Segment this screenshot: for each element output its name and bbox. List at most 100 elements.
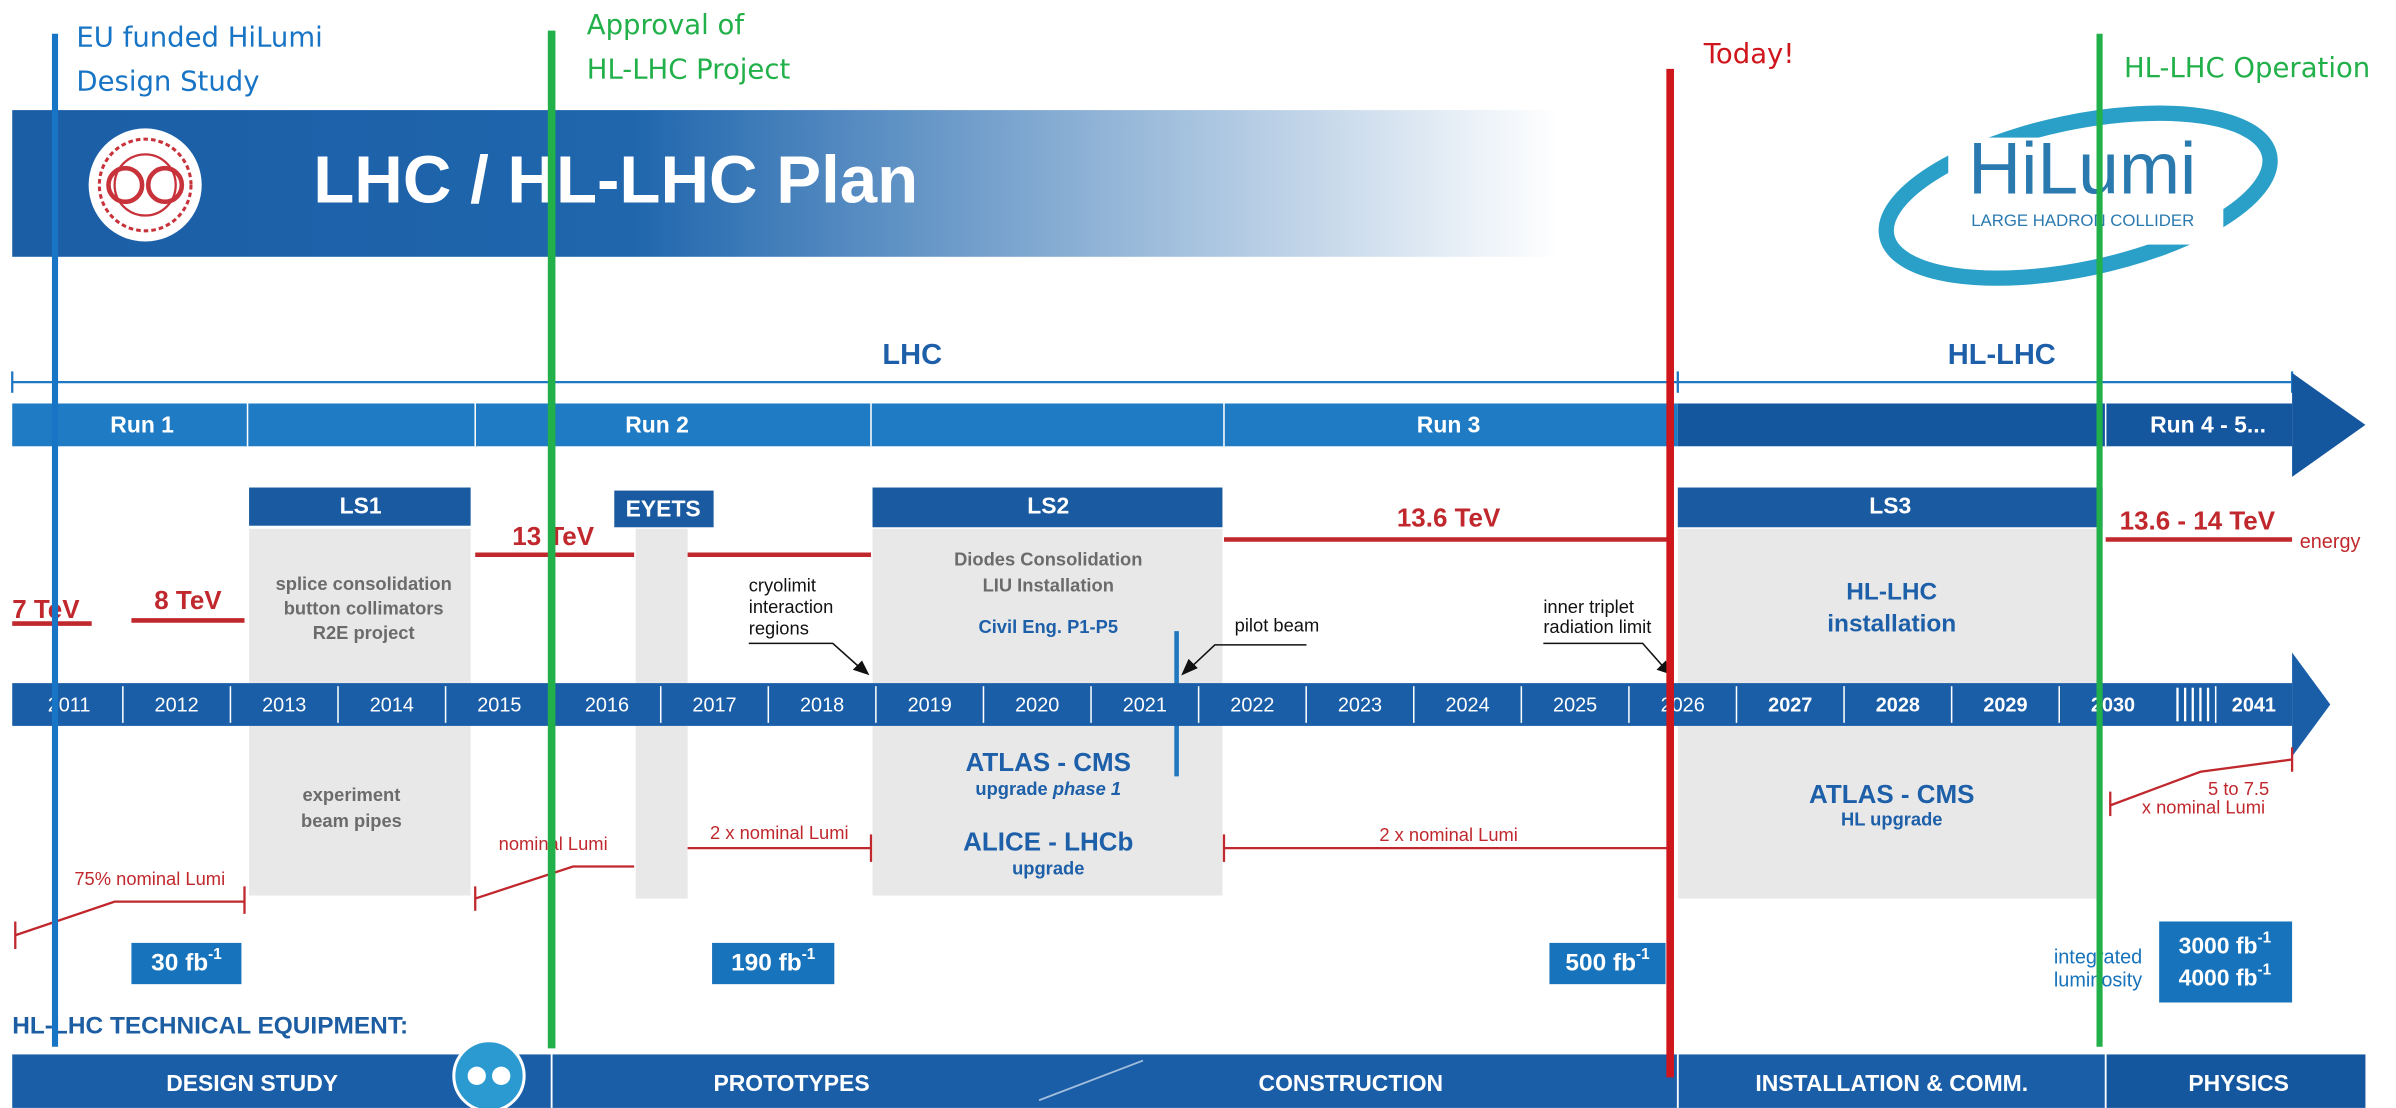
phase-dividers — [550, 1054, 2107, 1108]
header-band — [12, 110, 1559, 257]
energy: 13.6 TeV — [1397, 502, 1501, 532]
lumi: 2 x nominal Lumi — [1379, 824, 1518, 845]
shutdown-label: EYETS — [626, 495, 701, 521]
lumi: 2 x nominal Lumi — [710, 822, 849, 843]
ls3-text: ATLAS - CMS — [1809, 779, 1974, 809]
integrated-base: 3000 fb — [2179, 933, 2258, 959]
year-label: 2027 — [1768, 694, 1812, 716]
milestone-label: Today! — [1703, 38, 1795, 70]
phase: INSTALLATION & COMM. — [1755, 1070, 2028, 1096]
ls3-text: HL-LHC — [1846, 578, 1937, 605]
note: cryolimit — [749, 575, 816, 596]
note: inner triplet — [1543, 596, 1634, 617]
lumi: 75% nominal Lumi — [74, 868, 225, 889]
integrated-sup: -1 — [208, 946, 222, 963]
ls2-text: ATLAS - CMS — [966, 747, 1131, 777]
run-label: Run 1 — [110, 411, 174, 437]
era-line — [11, 371, 2294, 393]
year-label: 2015 — [477, 694, 521, 716]
year-label: 2028 — [1876, 694, 1920, 716]
integrated-base: 500 fb — [1565, 950, 1636, 977]
integrated-sup: -1 — [2258, 961, 2272, 978]
lumi-lines — [14, 747, 2294, 950]
ls1-text: beam pipes — [301, 810, 402, 831]
integrated: 500 fb-1 — [1565, 946, 1650, 977]
year-label: 2024 — [1445, 694, 1489, 716]
year-arrow — [2292, 652, 2331, 757]
milestone-label: HL-LHC Project — [587, 53, 791, 85]
run-label: Run 4 - 5... — [2150, 411, 2266, 437]
ls2-text: upgrade — [1012, 857, 1084, 878]
logo-sub: LARGE HADRON COLLIDER — [1971, 211, 2194, 230]
integrated-base: 30 fb — [151, 950, 208, 977]
milestone-label: HL-LHC Operation — [2124, 52, 2370, 84]
run-arrow — [2292, 372, 2366, 477]
year-label: 2017 — [692, 694, 736, 716]
integrated-sup: -1 — [802, 946, 816, 963]
integrated-base: 190 fb — [731, 950, 802, 977]
shutdown-label: LS3 — [1869, 492, 1911, 518]
ls1-text: R2E project — [313, 622, 415, 643]
cern-logo — [88, 128, 202, 242]
ls2-sub: upgrade — [975, 778, 1052, 799]
ls3-text: installation — [1827, 611, 1956, 638]
year-label: 2019 — [908, 694, 952, 716]
ls2-text: Civil Eng. P1-P5 — [978, 616, 1118, 637]
run-label: Run 2 — [625, 411, 689, 437]
logo-text: HiLumi — [1968, 128, 2196, 210]
milestone-label: Design Study — [76, 66, 259, 98]
year-label: 2011 — [48, 694, 91, 716]
energy-label: energy — [2300, 531, 2361, 553]
year-label: 2041 — [2232, 694, 2276, 716]
era-label: LHC — [882, 339, 942, 371]
hilumi-logo — [1878, 105, 2278, 286]
title: LHC / HL-LHC Plan — [313, 143, 918, 218]
energy: 7 TeV — [12, 594, 80, 624]
note: radiation limit — [1543, 616, 1651, 637]
lumi: 5 to 7.5 — [2208, 778, 2269, 799]
shutdown-label: LS1 — [340, 492, 382, 518]
phase-bar — [2105, 1054, 2366, 1108]
year-label: 2013 — [262, 694, 306, 716]
phase: CONSTRUCTION — [1259, 1070, 1444, 1096]
ls2-text: upgrade phase 1 — [975, 778, 1121, 799]
phase: DESIGN STUDY — [166, 1070, 338, 1096]
integrated: 4000 fb-1 — [2179, 961, 2272, 990]
integrated-sup: -1 — [1636, 946, 1650, 963]
shutdown-label: LS2 — [1027, 492, 1069, 518]
ls3-text: HL upgrade — [1841, 808, 1943, 829]
note: regions — [749, 617, 809, 638]
milestone-label: EU funded HiLumi — [76, 21, 322, 53]
phase: PHYSICS — [2188, 1070, 2289, 1096]
year-label: 2014 — [370, 694, 414, 716]
ls2-text: Diodes Consolidation — [954, 549, 1142, 570]
year-label: 2016 — [585, 694, 629, 716]
integrated-base: 4000 fb — [2179, 965, 2258, 991]
run-dividers — [246, 403, 2107, 447]
run-label: Run 3 — [1417, 411, 1481, 437]
year-label: 2021 — [1123, 694, 1167, 716]
ls2-text: LIU Installation — [983, 575, 1114, 596]
ls1-text: button collimators — [284, 598, 444, 619]
shutdown-headers — [249, 487, 2103, 528]
year-label: 2023 — [1338, 694, 1382, 716]
ls1-text: experiment — [303, 784, 401, 805]
run-bar — [1677, 403, 2293, 447]
phase-bar — [12, 1054, 2106, 1108]
milestone-label: Approval of — [587, 9, 746, 41]
year-label: 2025 — [1553, 694, 1597, 716]
year-bar — [12, 683, 2293, 726]
integrated-boxes — [131, 921, 2293, 1003]
note: pilot beam — [1235, 614, 1320, 635]
ls2-text: ALICE - LHCb — [963, 826, 1133, 856]
era-label: HL-LHC — [1948, 339, 2056, 371]
integrated: 190 fb-1 — [731, 946, 816, 977]
year-label: 2020 — [1015, 694, 1059, 716]
run-bar — [12, 403, 1678, 447]
year-label: 2012 — [155, 694, 199, 716]
phase: PROTOTYPES — [713, 1070, 869, 1096]
energy: 8 TeV — [154, 585, 222, 615]
energy: 13.6 - 14 TeV — [2120, 506, 2276, 536]
integrated: 30 fb-1 — [151, 946, 222, 977]
